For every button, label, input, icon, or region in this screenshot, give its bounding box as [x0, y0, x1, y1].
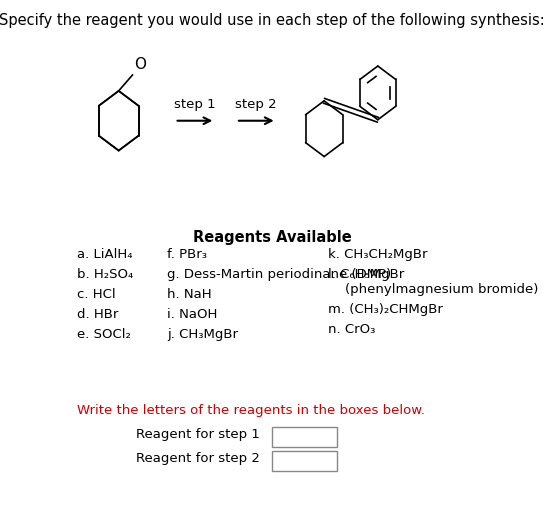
Text: (phenylmagnesium bromide): (phenylmagnesium bromide)	[328, 283, 539, 296]
Text: Reagent for step 2: Reagent for step 2	[137, 452, 260, 465]
Text: g. Dess-Martin periodinane (DMP): g. Dess-Martin periodinane (DMP)	[167, 268, 391, 281]
Text: j. CH₃MgBr: j. CH₃MgBr	[167, 328, 238, 340]
Text: Specify the reagent you would use in each step of the following synthesis:: Specify the reagent you would use in eac…	[0, 13, 544, 28]
Text: c. HCl: c. HCl	[77, 288, 116, 301]
Text: step 2: step 2	[236, 98, 277, 111]
Text: Reagent for step 1: Reagent for step 1	[137, 428, 260, 441]
Text: n. CrO₃: n. CrO₃	[328, 323, 375, 336]
Text: b. H₂SO₄: b. H₂SO₄	[77, 268, 133, 281]
Text: h. NaH: h. NaH	[167, 288, 212, 301]
Text: e. SOCl₂: e. SOCl₂	[77, 328, 131, 340]
Text: m. (CH₃)₂CHMgBr: m. (CH₃)₂CHMgBr	[328, 302, 443, 316]
Text: d. HBr: d. HBr	[77, 308, 119, 321]
Text: Write the letters of the reagents in the boxes below.: Write the letters of the reagents in the…	[77, 404, 425, 417]
Bar	[272, 427, 337, 447]
Text: step 1: step 1	[174, 98, 216, 111]
Text: i. NaOH: i. NaOH	[167, 308, 218, 321]
Text: O: O	[134, 57, 146, 72]
Text: l. C₆H₅MgBr: l. C₆H₅MgBr	[328, 268, 404, 281]
Text: a. LiAlH₄: a. LiAlH₄	[77, 248, 133, 261]
Text: Reagents Available: Reagents Available	[193, 230, 351, 245]
Text: f. PBr₃: f. PBr₃	[167, 248, 207, 261]
Text: k. CH₃CH₂MgBr: k. CH₃CH₂MgBr	[328, 248, 428, 261]
Bar	[272, 451, 337, 471]
